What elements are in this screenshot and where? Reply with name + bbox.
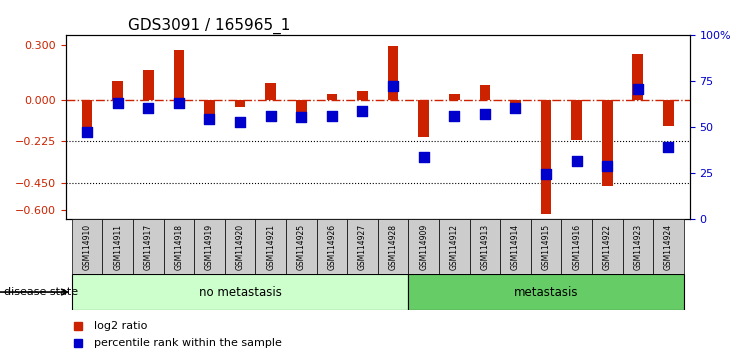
Point — [296, 115, 307, 120]
Bar — [102, 219, 133, 274]
Point — [142, 105, 154, 110]
Text: no metastasis: no metastasis — [199, 286, 282, 298]
Text: GSM114921: GSM114921 — [266, 224, 275, 270]
Bar — [347, 219, 378, 274]
Text: GSM114915: GSM114915 — [542, 224, 550, 270]
Bar — [663, 100, 674, 126]
Point — [540, 171, 552, 177]
Bar — [449, 94, 460, 100]
Point — [387, 83, 399, 89]
Point — [602, 163, 613, 169]
Bar — [174, 50, 184, 100]
Text: percentile rank within the sample: percentile rank within the sample — [93, 338, 282, 348]
Bar — [143, 70, 153, 100]
Text: GSM114927: GSM114927 — [358, 224, 367, 270]
Bar — [418, 100, 429, 137]
Text: GSM114918: GSM114918 — [174, 224, 183, 270]
Text: GSM114910: GSM114910 — [82, 224, 92, 270]
Text: disease state: disease state — [4, 287, 78, 297]
Bar — [112, 81, 123, 100]
Text: GSM114922: GSM114922 — [603, 224, 612, 270]
Bar — [286, 219, 317, 274]
Text: GSM114912: GSM114912 — [450, 224, 458, 270]
Text: GSM114914: GSM114914 — [511, 224, 520, 270]
Bar — [133, 219, 164, 274]
Bar — [500, 219, 531, 274]
Text: GSM114923: GSM114923 — [634, 224, 642, 270]
Bar — [235, 100, 245, 107]
Point — [448, 113, 460, 119]
Text: GSM114928: GSM114928 — [388, 224, 398, 270]
Point — [632, 86, 644, 92]
Text: GSM114925: GSM114925 — [297, 224, 306, 270]
Bar — [72, 274, 408, 310]
Point — [479, 112, 491, 117]
Text: GSM114920: GSM114920 — [236, 224, 245, 270]
Point — [418, 154, 429, 160]
Point — [204, 116, 215, 122]
Point — [173, 100, 185, 105]
Bar — [164, 219, 194, 274]
Bar — [623, 219, 653, 274]
Bar — [653, 219, 684, 274]
Bar — [439, 219, 469, 274]
Text: GSM114911: GSM114911 — [113, 224, 122, 270]
Text: log2 ratio: log2 ratio — [93, 321, 147, 331]
Text: GSM114926: GSM114926 — [327, 224, 337, 270]
Bar — [357, 91, 368, 100]
Bar — [194, 219, 225, 274]
Text: GSM114916: GSM114916 — [572, 224, 581, 270]
Bar — [572, 100, 582, 140]
Point — [663, 144, 675, 150]
Bar — [82, 100, 93, 133]
Point — [234, 120, 246, 125]
Bar — [378, 219, 408, 274]
Bar — [388, 46, 399, 100]
Text: GDS3091 / 165965_1: GDS3091 / 165965_1 — [128, 18, 291, 34]
Bar — [561, 219, 592, 274]
Bar — [317, 219, 347, 274]
Point — [357, 108, 369, 114]
Bar — [326, 94, 337, 100]
Text: GSM114919: GSM114919 — [205, 224, 214, 270]
Point — [571, 158, 583, 164]
Bar — [541, 100, 551, 214]
Bar — [632, 54, 643, 100]
Bar — [408, 219, 439, 274]
Text: GSM114917: GSM114917 — [144, 224, 153, 270]
Bar — [469, 219, 500, 274]
Bar — [602, 100, 612, 186]
Bar — [510, 100, 520, 105]
Bar — [265, 83, 276, 100]
Bar — [480, 85, 491, 100]
Bar — [72, 219, 102, 274]
Bar — [592, 219, 623, 274]
Text: GSM114909: GSM114909 — [419, 224, 429, 270]
Bar — [296, 100, 307, 122]
Bar — [255, 219, 286, 274]
Bar — [531, 219, 561, 274]
Point — [112, 100, 123, 105]
Text: GSM114913: GSM114913 — [480, 224, 489, 270]
Point — [81, 130, 93, 135]
Bar — [225, 219, 256, 274]
Bar — [408, 274, 684, 310]
Text: metastasis: metastasis — [514, 286, 578, 298]
Text: GSM114924: GSM114924 — [664, 224, 673, 270]
Bar — [204, 100, 215, 115]
Point — [265, 113, 277, 119]
Point — [326, 113, 338, 119]
Point — [510, 105, 521, 110]
